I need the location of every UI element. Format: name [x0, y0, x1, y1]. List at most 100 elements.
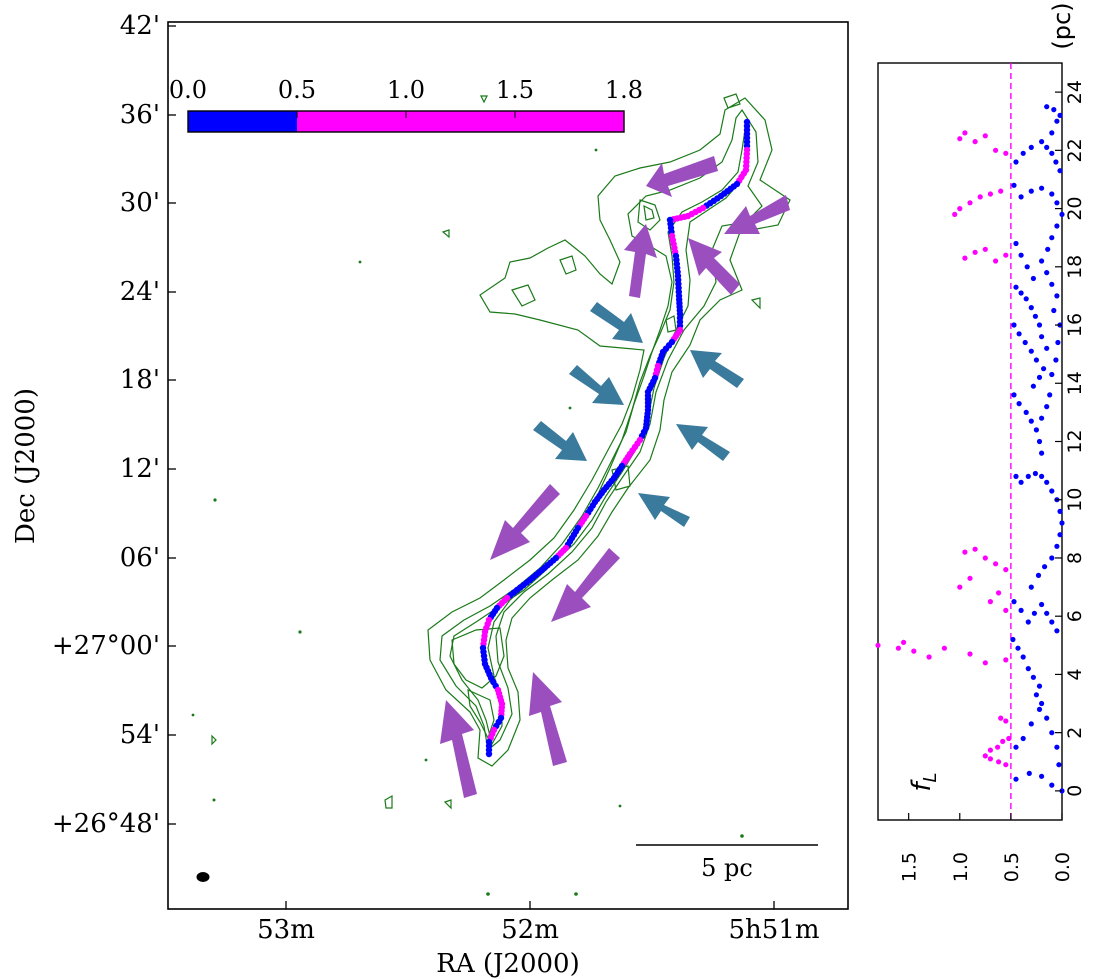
contour-11 — [665, 315, 677, 333]
profile-point — [1003, 607, 1009, 614]
colorbar-tick-label: 1.0 — [387, 76, 425, 104]
profile-point — [1056, 762, 1062, 768]
profile-point — [1054, 293, 1060, 299]
profile-point — [1025, 473, 1031, 479]
profile-point — [1003, 252, 1009, 258]
profile-point — [1036, 706, 1043, 713]
profile-y-tick-label: 4 — [1064, 668, 1086, 680]
profile-point — [967, 200, 973, 206]
contour-13 — [750, 297, 761, 310]
contour-17 — [443, 799, 452, 810]
profile-point — [1003, 567, 1009, 573]
profile-point — [1054, 223, 1060, 229]
profile-point — [1013, 473, 1019, 479]
profile-point — [1039, 258, 1045, 264]
colorbar-low-segment — [188, 111, 297, 132]
profile-point — [1044, 144, 1050, 150]
profile-y-tick-label: 22 — [1064, 138, 1086, 162]
profile-point — [982, 753, 988, 759]
beam-ellipse — [196, 872, 210, 882]
profile-point — [1013, 744, 1019, 750]
y-tick-label: +27°00' — [52, 631, 160, 661]
y-tick-label: 06' — [120, 543, 160, 573]
profile-point — [1039, 450, 1045, 456]
profile-point — [1011, 322, 1017, 328]
profile-point — [1020, 735, 1026, 742]
y-axis-label: Dec (J2000) — [11, 388, 41, 544]
profile-point — [1051, 107, 1057, 113]
profile-point — [957, 136, 963, 142]
profile-point — [1022, 339, 1028, 346]
map-x-tick-labels: 53m 52m 5h51m — [257, 915, 819, 945]
profile-point — [1028, 584, 1034, 590]
profile-point — [1015, 645, 1021, 651]
profile-point — [1039, 473, 1045, 479]
profile-point — [1036, 438, 1043, 445]
profile-point — [1026, 770, 1032, 777]
profile-point — [1013, 159, 1019, 165]
profile-point — [1028, 348, 1034, 354]
contour-2 — [439, 108, 763, 752]
contour-18 — [480, 95, 488, 104]
profile-point — [1028, 418, 1034, 424]
arrow-teal-6 — [638, 493, 690, 527]
profile-point — [1023, 409, 1029, 415]
arrow-purple-3 — [624, 224, 657, 298]
profile-point — [1049, 150, 1055, 156]
scale-bar: 5 pc — [636, 844, 818, 882]
profile-point — [1028, 144, 1034, 150]
profile-frame — [877, 62, 1063, 821]
profile-point — [1025, 666, 1031, 672]
profile-point — [1006, 735, 1012, 742]
map-y-ticks — [168, 25, 176, 825]
profile-point — [1013, 240, 1019, 247]
profile-point — [982, 246, 988, 252]
profile-point — [987, 191, 994, 197]
profile-point — [1044, 479, 1050, 485]
profile-point — [1042, 564, 1048, 570]
scale-bar-label: 5 pc — [701, 854, 753, 882]
profile-y-tick-label: 10 — [1064, 488, 1086, 512]
profile-point — [901, 639, 907, 646]
profile-point — [1039, 185, 1045, 191]
x-tick-label: 52m — [501, 915, 559, 945]
profile-point — [1003, 657, 1009, 663]
profile-y-tick-label: 0 — [1064, 785, 1086, 797]
profile-x-tick-label: 0.0 — [1052, 852, 1074, 882]
profile-point — [993, 258, 999, 264]
profile-point — [996, 759, 1002, 765]
profile-point — [1039, 601, 1045, 608]
profile-point — [1049, 782, 1055, 788]
profile-point — [1028, 188, 1034, 194]
profile-point — [1018, 252, 1024, 258]
profile-point — [1011, 182, 1017, 188]
profile-point — [1033, 692, 1039, 698]
profile-point — [995, 744, 1001, 750]
profile-point — [993, 147, 999, 153]
profile-point — [1024, 264, 1030, 270]
colorbar-tick-label: 1.8 — [605, 76, 643, 104]
profile-point — [1035, 572, 1042, 579]
map-x-ticks — [285, 901, 775, 909]
profile-point — [1047, 392, 1053, 398]
contour-15 — [441, 229, 450, 239]
profile-point — [998, 188, 1004, 194]
profile-point — [962, 255, 968, 261]
profile-point — [1033, 357, 1039, 363]
profile-point — [1013, 284, 1019, 290]
y-tick-label: 36' — [120, 100, 160, 130]
filament-spine — [479, 118, 751, 758]
profile-point — [1054, 543, 1060, 549]
profile-point — [1011, 599, 1017, 605]
profile-point — [1049, 371, 1055, 378]
y-tick-label: 18' — [120, 365, 160, 395]
colorbar-tick-label: 0.0 — [169, 76, 207, 104]
profile-y-tick-label: 6 — [1064, 610, 1086, 622]
map-panel: 0.0 0.5 1.0 1.5 1.8 5 pc 42' 36' 30' 24'… — [11, 11, 849, 979]
profile-point — [895, 645, 902, 651]
profile-point — [1049, 235, 1055, 241]
profile-point — [1003, 762, 1009, 768]
arrow-purple-5 — [490, 484, 560, 560]
profile-point — [941, 645, 948, 651]
